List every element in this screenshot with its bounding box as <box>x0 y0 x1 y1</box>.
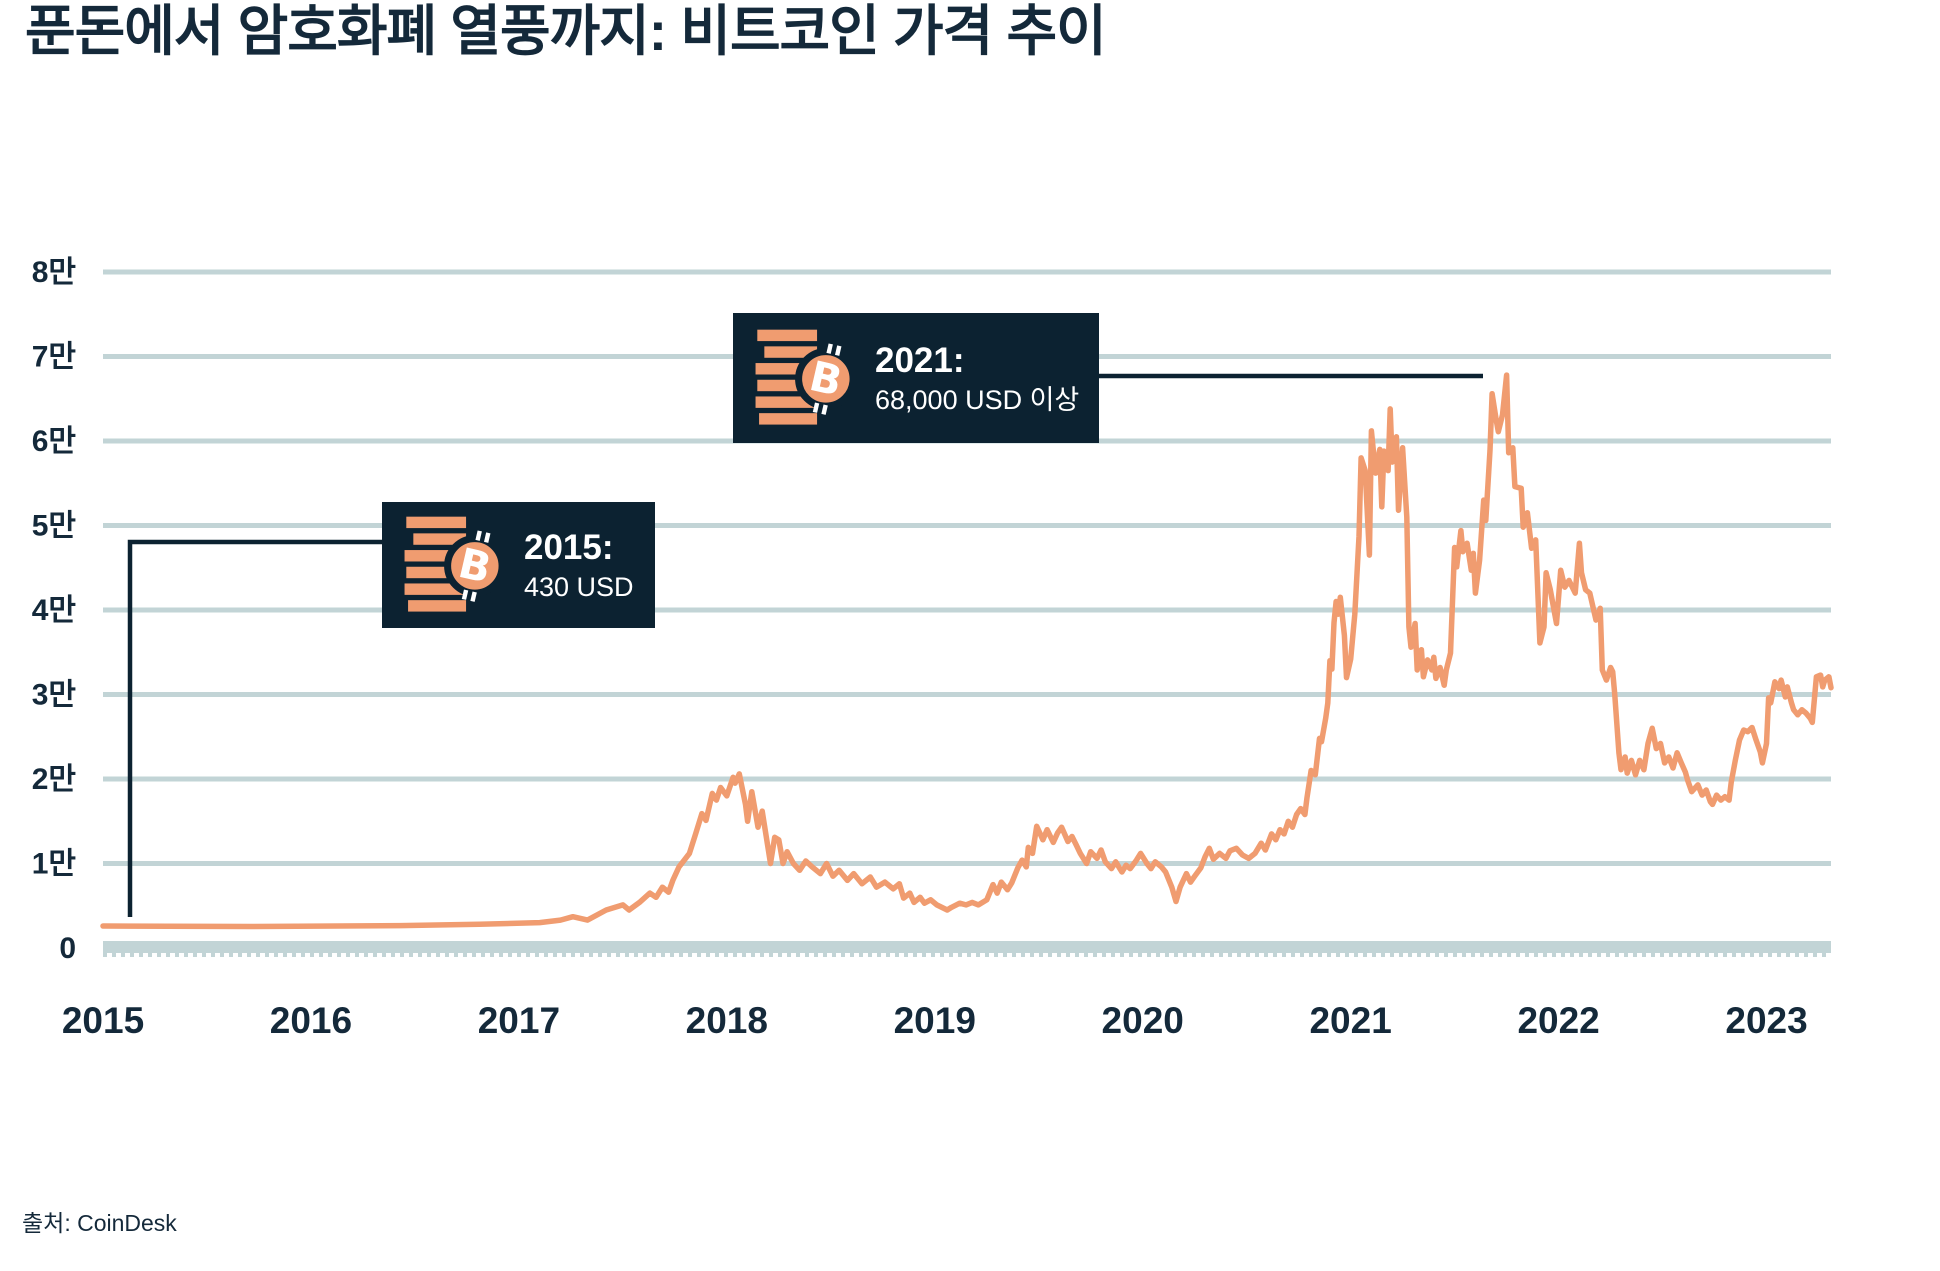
y-tick-label: 2만 <box>32 763 77 796</box>
price-line <box>100 372 1834 930</box>
callout-text: 2021: 68,000 USD 이상 <box>875 343 1079 414</box>
y-tick-label: 3만 <box>32 679 77 712</box>
bitcoin-coin-stack-icon: B <box>404 516 506 612</box>
y-tick-label: 8만 <box>32 256 77 289</box>
callout-value-label: 68,000 USD 이상 <box>875 384 1080 415</box>
callout-year-label: 2021: <box>875 340 965 380</box>
callout-text: 2015: 430 USD <box>524 530 634 601</box>
y-tick-label: 0 <box>59 932 76 965</box>
x-tick-label: 2023 <box>1725 1000 1807 1041</box>
x-tick-label: 2015 <box>62 1000 144 1041</box>
x-tick-label: 2022 <box>1517 1000 1599 1041</box>
page-title: 푼돈에서 암호화폐 열풍까지: 비트코인 가격 추이 <box>25 0 1107 62</box>
source-note: 출처: CoinDesk <box>22 1210 177 1236</box>
x-tick-label: 2020 <box>1102 1000 1184 1041</box>
y-tick-label: 4만 <box>32 594 77 627</box>
callout-value-label: 430 USD <box>524 571 634 602</box>
callout-2015: B 2015: 430 USD <box>382 502 655 628</box>
x-tick-label: 2016 <box>270 1000 352 1041</box>
callout-year-label: 2015: <box>524 527 614 567</box>
y-tick-label: 6만 <box>32 425 77 458</box>
x-tick-label: 2017 <box>478 1000 560 1041</box>
callout-2021: B 2021: 68,000 USD 이상 <box>733 313 1099 443</box>
y-tick-label: 1만 <box>32 848 77 881</box>
x-tick-label: 2019 <box>894 1000 976 1041</box>
x-tick-label: 2021 <box>1309 1000 1391 1041</box>
y-tick-label: 5만 <box>32 510 77 543</box>
callout-connector-2015 <box>127 539 382 917</box>
bitcoin-coin-stack-icon: B <box>755 329 857 425</box>
y-tick-label: 7만 <box>32 341 77 374</box>
x-tick-label: 2018 <box>686 1000 768 1041</box>
